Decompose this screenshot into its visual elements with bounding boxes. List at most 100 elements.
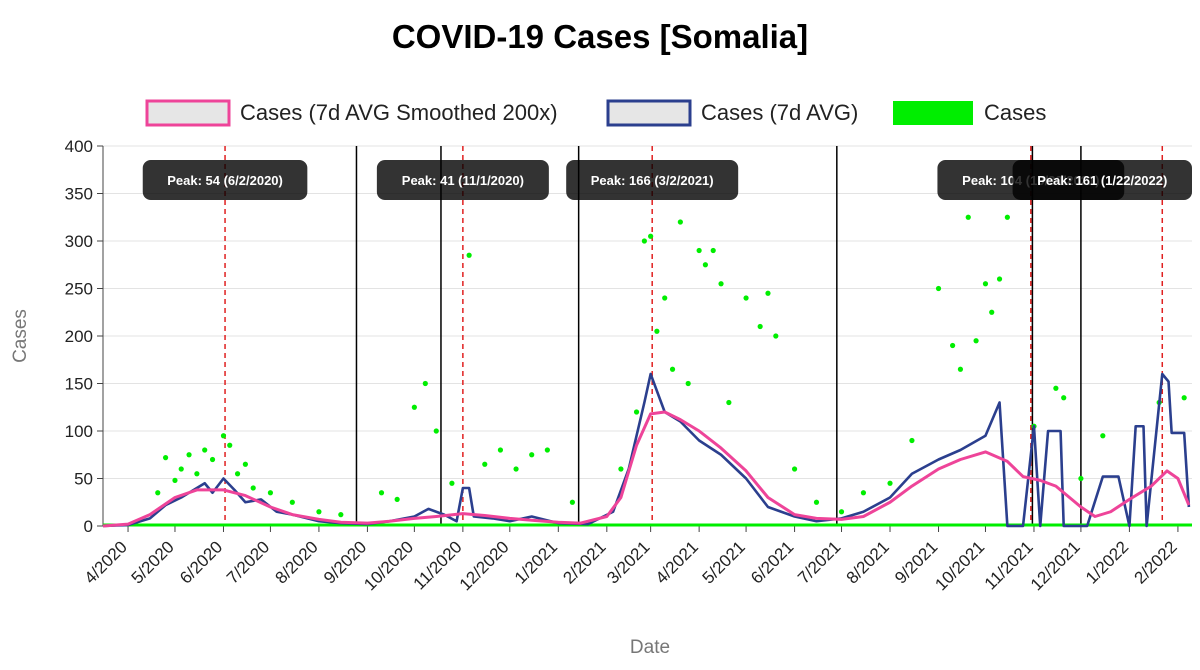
- case-point: [950, 342, 956, 349]
- x-tick-label: 8/2020: [272, 537, 322, 587]
- peak-label-3: Peak: 166 (3/2/2021): [591, 173, 714, 188]
- case-point: [838, 509, 845, 515]
- y-tick-label: 0: [84, 517, 93, 536]
- case-point: [654, 328, 660, 334]
- case-point: [726, 399, 732, 406]
- y-tick-label: 100: [65, 422, 93, 441]
- case-point: [633, 409, 640, 415]
- peak-label-2: Peak: 41 (11/1/2020): [402, 173, 524, 188]
- legend-label-3: Cases: [984, 100, 1046, 125]
- case-point: [957, 366, 964, 372]
- case-point: [162, 455, 169, 461]
- x-tick-label: 2/2021: [559, 537, 609, 587]
- case-point: [1078, 475, 1084, 482]
- x-tick-label: 7/2020: [223, 537, 273, 587]
- case-point: [422, 380, 428, 387]
- case-point: [289, 499, 295, 505]
- y-axis-title: Cases: [10, 309, 31, 363]
- case-point: [433, 428, 439, 434]
- x-tick-label: 12/2021: [1027, 537, 1084, 594]
- case-point: [338, 511, 344, 518]
- case-point: [685, 380, 691, 387]
- case-point: [765, 290, 771, 296]
- case-point: [394, 496, 400, 502]
- peak-label-box: [142, 160, 308, 200]
- case-point: [227, 442, 233, 448]
- y-tick-label: 150: [65, 375, 93, 394]
- case-point: [973, 338, 979, 344]
- chart-title: COVID-19 Cases [Somalia]: [391, 18, 809, 55]
- peak-label-box: [1012, 160, 1192, 200]
- case-point: [449, 480, 455, 486]
- case-point: [702, 262, 708, 268]
- legend-swatch-1: [145, 99, 231, 127]
- case-point: [718, 281, 724, 287]
- series-line-smoothed: [102, 410, 1191, 528]
- case-point: [1181, 395, 1187, 401]
- case-point: [411, 404, 417, 410]
- y-tick-label: 250: [65, 280, 93, 299]
- x-tick-label: 7/2021: [794, 537, 844, 587]
- y-tick-label: 350: [65, 185, 93, 204]
- y-tick-label: 200: [65, 327, 93, 346]
- case-point: [648, 233, 654, 239]
- peak-label-box: [566, 160, 739, 200]
- case-point: [641, 238, 647, 244]
- x-tick-label: 1/2021: [511, 537, 561, 587]
- x-tick-label: 11/2021: [981, 537, 1037, 593]
- case-point: [965, 214, 971, 220]
- case-point: [618, 466, 624, 472]
- legend-label-1: Cases (7d AVG Smoothed 200x): [240, 100, 558, 125]
- case-point: [860, 490, 867, 496]
- y-tick-label: 50: [74, 470, 93, 489]
- case-point: [1100, 433, 1106, 439]
- x-tick-label: 1/2022: [1082, 537, 1132, 587]
- x-tick-label: 4/2021: [652, 537, 702, 587]
- case-point: [202, 447, 208, 453]
- case-point: [710, 247, 716, 254]
- case-point: [743, 295, 749, 301]
- case-point: [669, 366, 676, 372]
- case-point: [242, 461, 248, 467]
- x-tick-label: 12/2020: [456, 537, 513, 594]
- legend-label-2: Cases (7d AVG): [701, 100, 858, 125]
- case-point: [220, 433, 227, 439]
- case-point: [935, 285, 942, 292]
- y-tick-label: 400: [65, 137, 93, 156]
- peak-label-box: [376, 160, 549, 200]
- y-tick-label: 300: [65, 232, 93, 251]
- case-point: [250, 485, 256, 491]
- case-point: [155, 490, 161, 496]
- case-point: [1004, 214, 1010, 220]
- case-point: [1061, 395, 1067, 401]
- legend-swatch-3: [893, 101, 973, 125]
- case-point: [662, 295, 668, 301]
- series-line-7d-avg: [102, 372, 1191, 528]
- case-point: [813, 499, 820, 505]
- x-tick-label: 3/2021: [603, 537, 653, 587]
- case-point: [887, 480, 893, 486]
- case-point: [529, 452, 535, 458]
- peak-label-1: Peak: 54 (6/2/2020): [167, 173, 283, 188]
- case-point: [186, 452, 192, 458]
- case-point: [513, 466, 519, 472]
- case-point: [989, 309, 995, 315]
- case-point: [497, 447, 504, 453]
- x-tick-label: 10/2020: [360, 537, 417, 594]
- x-tick-label: 11/2020: [410, 537, 466, 593]
- case-point: [909, 437, 915, 444]
- case-point: [234, 471, 241, 477]
- case-point: [316, 509, 322, 515]
- x-tick-label: 2/2022: [1131, 537, 1181, 587]
- case-point: [172, 477, 178, 483]
- case-point: [677, 219, 683, 225]
- x-tick-label: 10/2021: [931, 537, 988, 594]
- case-point: [544, 447, 550, 453]
- case-point: [996, 276, 1003, 282]
- x-tick-label: 5/2020: [128, 537, 178, 587]
- peak-label-5: Peak: 161 (1/22/2022): [1037, 173, 1167, 188]
- case-point: [773, 333, 779, 339]
- legend-swatch-2: [606, 99, 692, 127]
- case-point: [267, 490, 274, 496]
